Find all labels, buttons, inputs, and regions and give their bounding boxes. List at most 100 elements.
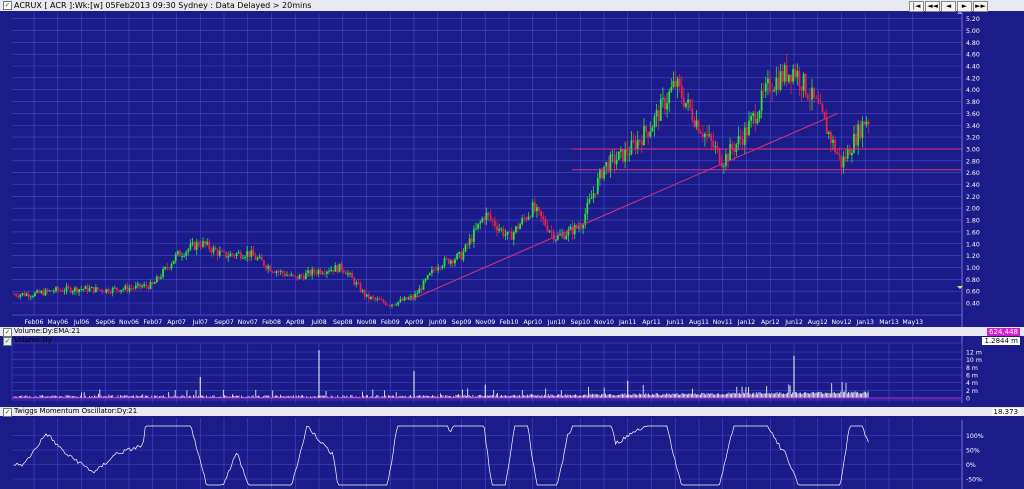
- candle-body: [330, 269, 332, 272]
- x-tick-label: Jul06: [73, 319, 89, 326]
- candle-body: [649, 131, 652, 137]
- candle-body: [483, 218, 486, 221]
- volume-tick-label: 8 m: [966, 365, 978, 372]
- candle-body: [538, 207, 540, 211]
- candle-body: [172, 260, 175, 265]
- nav-back-button[interactable]: ◄: [941, 1, 956, 12]
- oscillator-tick-label: 50%: [966, 448, 980, 455]
- candle-body: [326, 271, 328, 274]
- candle-body: [704, 133, 706, 137]
- candle-body: [365, 294, 368, 297]
- volume-checkbox[interactable]: ✓: [3, 337, 12, 346]
- candle-body: [338, 263, 341, 273]
- candle-body: [863, 121, 866, 125]
- candle-body: [607, 162, 610, 172]
- candle-body: [239, 252, 242, 259]
- volume-panel-header: [0, 327, 1024, 336]
- candle-body: [691, 108, 694, 121]
- candle-body: [435, 269, 437, 271]
- candle-body: [15, 294, 17, 296]
- candle-body: [701, 133, 704, 137]
- x-tick-label: Aug12: [808, 319, 828, 326]
- candle-body: [120, 290, 122, 292]
- candle-body: [395, 304, 398, 306]
- candle-body: [527, 216, 530, 220]
- candle-body: [313, 269, 316, 273]
- candle-body: [65, 286, 68, 292]
- y-tick-label: 1.60: [966, 229, 980, 236]
- volume-ema-checkbox[interactable]: ✓: [3, 328, 12, 337]
- candle-body: [111, 287, 114, 293]
- candle-body: [382, 299, 385, 303]
- candle-body: [811, 87, 813, 100]
- candle-body: [550, 230, 553, 232]
- candle-body: [586, 202, 589, 214]
- nav-forward-button[interactable]: ►: [957, 1, 972, 12]
- nav-forward-fast-button[interactable]: ►►: [973, 1, 988, 12]
- x-tick-label: Feb07: [143, 319, 162, 326]
- candle-body: [124, 285, 127, 290]
- candle-body: [771, 91, 773, 93]
- candle-body: [122, 289, 125, 291]
- candle-body: [393, 304, 395, 306]
- candle-body: [378, 298, 381, 300]
- x-tick-label: Nov09: [475, 319, 495, 326]
- chart-visible-checkbox[interactable]: ✓: [3, 1, 12, 10]
- candle-body: [846, 148, 849, 159]
- candle-body: [834, 139, 836, 152]
- candle-body: [628, 154, 631, 156]
- candle-body: [410, 296, 412, 298]
- candle-body: [40, 291, 43, 293]
- candle-body: [468, 238, 471, 245]
- candle-body: [273, 271, 276, 274]
- candle-body: [838, 153, 841, 156]
- candle-body: [569, 226, 572, 230]
- candle-body: [712, 140, 715, 148]
- candle-body: [260, 256, 263, 261]
- oscillator-panel: 100% 50% 0% -50%: [12, 420, 984, 489]
- candle-body: [727, 154, 729, 161]
- candle-body: [804, 73, 807, 95]
- candle-body: [252, 250, 255, 256]
- candle-body: [290, 274, 293, 276]
- candle-body: [78, 289, 80, 293]
- y-tick-label: 2.20: [966, 194, 980, 201]
- x-tick-label: Jun12: [784, 319, 803, 326]
- candle-body: [317, 269, 320, 274]
- candle-body: [697, 120, 700, 133]
- candle-body: [819, 103, 822, 105]
- candle-body: [582, 224, 584, 229]
- x-tick-label: Apr08: [286, 319, 305, 326]
- candle-body: [615, 160, 618, 165]
- scroll-up-icon: [957, 11, 963, 14]
- x-tick-label: Nov10: [594, 319, 614, 326]
- candle-body: [248, 251, 251, 257]
- candle-body: [76, 287, 78, 293]
- candle-body: [292, 274, 295, 276]
- candle-body: [788, 74, 790, 82]
- oscillator-tick-label: 0%: [966, 462, 976, 469]
- twiggs-checkbox[interactable]: ✓: [3, 408, 12, 417]
- candle-body: [519, 224, 521, 230]
- candle-body: [620, 148, 622, 152]
- candle-body: [59, 289, 62, 291]
- twiggs-label: Twiggs Momentum Oscillator:Dy:21: [14, 407, 138, 415]
- candle-body: [481, 218, 484, 222]
- candle-body: [725, 154, 727, 167]
- candle-body: [92, 287, 95, 293]
- candle-body: [351, 272, 353, 278]
- candle-body: [567, 229, 570, 236]
- candle-body: [166, 266, 169, 268]
- x-tick-label: Nov07: [238, 319, 258, 326]
- candle-body: [132, 288, 135, 289]
- y-tick-label: 3.60: [966, 111, 980, 118]
- y-tick-label: 3.00: [966, 146, 980, 153]
- nav-back-fast-button[interactable]: ◄◄: [925, 1, 940, 12]
- candle-body: [126, 285, 129, 291]
- candle-body: [420, 288, 423, 290]
- candle-body: [86, 286, 89, 292]
- candle-body: [189, 244, 192, 250]
- candle-body: [594, 193, 597, 195]
- candle-body: [815, 97, 818, 99]
- nav-first-button[interactable]: |◄: [909, 1, 924, 12]
